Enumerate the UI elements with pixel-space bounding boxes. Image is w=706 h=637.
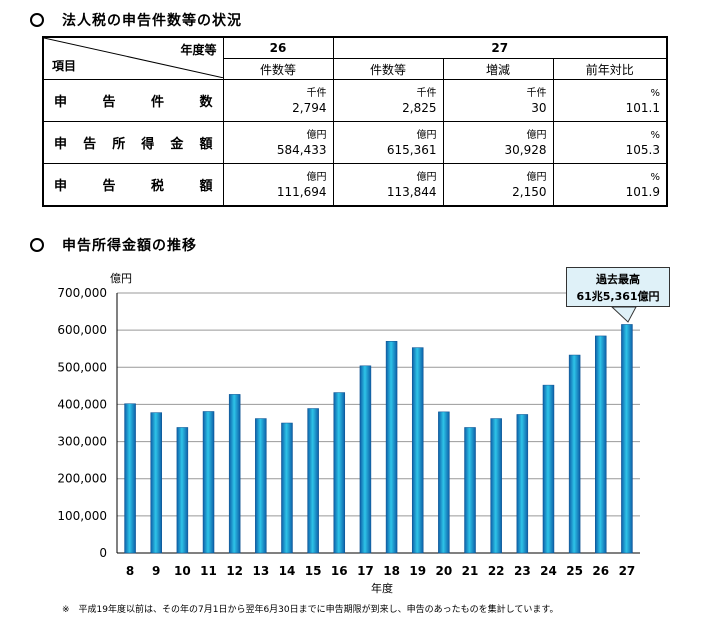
bar-16 <box>333 392 346 554</box>
x-tick-label: 24 <box>540 564 557 578</box>
cell-prev: 億円 584,433 <box>222 121 334 164</box>
cell-prev: 千件 2,794 <box>222 79 334 122</box>
bar-chart: 億円 0 100,000 200,000 300,000 400,000 500,000 6… <box>57 272 640 595</box>
row-label: 申告税額 <box>42 163 224 207</box>
table-row: 申告税額 億円 111,694 億円 113,844 億円 2,150 % 101.9 <box>42 163 668 207</box>
bar-13 <box>255 418 267 554</box>
bar-10 <box>176 427 189 554</box>
y-tick-label: 500,000 <box>57 360 107 374</box>
y-tick-label: 700,000 <box>57 286 107 300</box>
cell-curr: 千件 2,825 <box>332 79 444 122</box>
bar-24 <box>542 384 555 554</box>
x-tick-label: 9 <box>152 564 160 578</box>
x-tick-label: 17 <box>357 564 374 578</box>
x-tick-label: 21 <box>462 564 479 578</box>
cell-change: 億円 30,928 <box>442 121 554 164</box>
circle-bullet-icon <box>30 13 44 27</box>
table-row: 申告所得金額 億円 584,433 億円 615,361 億円 30,928 % 105… <box>42 121 668 164</box>
header-year-curr: 27 <box>332 36 668 59</box>
x-tick-label: 23 <box>514 564 531 578</box>
y-tick-label: 0 <box>99 546 107 560</box>
x-tick-label: 27 <box>619 564 636 578</box>
y-tick-label: 100,000 <box>57 509 107 523</box>
diagonal-line <box>44 38 224 78</box>
header-sub-ratio: 前年対比 <box>552 58 668 80</box>
chart-title: 申告所得金額の推移 <box>62 238 197 254</box>
row-label: 申告件数 <box>42 79 224 122</box>
x-tick-label: 13 <box>252 564 269 578</box>
stats-table: 年度等 項目 26 27 件数等 件数等 増減 前年対比 申告件数 千件 2,79… <box>42 36 669 207</box>
y-tick-label: 600,000 <box>57 323 107 337</box>
bar-20 <box>438 411 450 554</box>
bar-12 <box>228 394 241 554</box>
x-tick-label: 19 <box>409 564 426 578</box>
y-tick-label: 300,000 <box>57 435 107 449</box>
bar-15 <box>307 408 319 554</box>
header-sub-curr: 件数等 <box>332 58 444 80</box>
x-tick-label: 15 <box>305 564 322 578</box>
x-tick-label: 18 <box>383 564 400 578</box>
corner-header-year: 年度等 <box>180 43 217 57</box>
x-axis-label: 年度 <box>371 581 393 595</box>
bar-22 <box>490 418 502 554</box>
bar-21 <box>464 427 476 554</box>
bar-25 <box>568 354 581 554</box>
bar-18 <box>385 341 398 554</box>
footnote: ※ 平成19年度以前は、その年の7月1日から翌年6月30日までに申告期限が到来し… <box>62 605 559 615</box>
bar-23 <box>516 414 529 554</box>
bar-26 <box>595 335 607 554</box>
cell-ratio: % 101.1 <box>552 79 668 122</box>
x-tick-label: 20 <box>436 564 453 578</box>
x-tick-label: 12 <box>226 564 243 578</box>
circle-bullet-icon <box>30 238 44 252</box>
x-tick-label: 14 <box>279 564 296 578</box>
callout-pointer <box>610 306 637 323</box>
cell-change: 千件 30 <box>442 79 554 122</box>
bar-27 <box>621 324 633 554</box>
section-title-chart: 申告所得金額の推移 <box>30 235 197 255</box>
record-high-callout: 過去最高 61兆5,361億円 <box>566 267 670 307</box>
cell-curr: 億円 113,844 <box>332 163 444 207</box>
bar-11 <box>202 411 215 554</box>
bar-14 <box>281 422 293 554</box>
x-tick-label: 22 <box>488 564 505 578</box>
corner-header-cell: 年度等 項目 <box>42 36 224 80</box>
bar-19 <box>411 347 424 554</box>
x-tick-label: 8 <box>126 564 134 578</box>
x-tick-label: 16 <box>331 564 348 578</box>
cell-ratio: % 105.3 <box>552 121 668 164</box>
section-title-status: 法人税の申告件数等の状況 <box>30 10 242 30</box>
y-tick-label: 400,000 <box>57 397 107 411</box>
x-tick-label: 11 <box>200 564 217 578</box>
section-title-text: 法人税の申告件数等の状況 <box>62 13 242 29</box>
x-tick-label: 25 <box>566 564 583 578</box>
y-axis-unit-label: 億円 <box>110 272 132 285</box>
bar-17 <box>359 365 372 554</box>
y-tick-label: 200,000 <box>57 472 107 486</box>
corner-header-item: 項目 <box>52 59 77 73</box>
cell-change: 億円 2,150 <box>442 163 554 207</box>
x-tick-label: 10 <box>174 564 191 578</box>
cell-prev: 億円 111,694 <box>222 163 334 207</box>
bar-9 <box>150 412 162 554</box>
bar-8 <box>124 403 136 554</box>
table-row: 申告件数 千件 2,794 千件 2,825 千件 30 % 101.1 <box>42 79 668 122</box>
callout-line1: 過去最高 <box>596 273 640 286</box>
row-label: 申告所得金額 <box>42 121 224 164</box>
cell-curr: 億円 615,361 <box>332 121 444 164</box>
cell-ratio: % 101.9 <box>552 163 668 207</box>
x-tick-label: 26 <box>592 564 609 578</box>
callout-line2: 61兆5,361億円 <box>576 290 660 303</box>
